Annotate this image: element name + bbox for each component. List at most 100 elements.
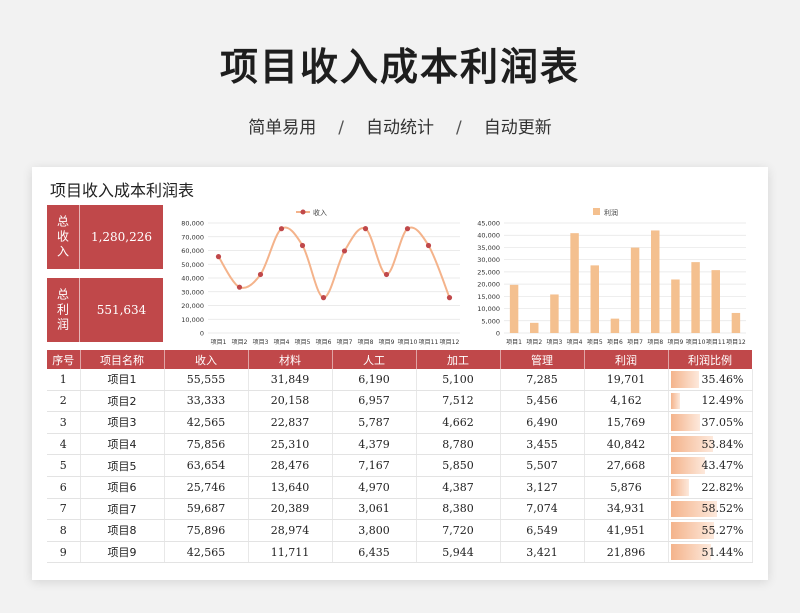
- cell-no: 9: [47, 541, 81, 564]
- legend-label: 利润: [604, 208, 618, 217]
- table-row: 4 项目4 75,856 25,310 4,379 8,780 3,455 40,842 53.…: [47, 433, 753, 456]
- y-tick-label: 60,000: [181, 247, 204, 255]
- cell-process: 5,944: [416, 541, 501, 564]
- tag-auto-update: 自动更新: [483, 118, 552, 138]
- chart-legend: 利润: [593, 208, 618, 217]
- cell-profit: 34,931: [584, 498, 669, 521]
- x-tick-label: 项目10: [398, 339, 418, 346]
- cell-profit: 5,876: [584, 476, 669, 499]
- cell-profit: 21,896: [584, 541, 669, 564]
- x-tick-label: 项目6: [316, 339, 332, 346]
- cell-process: 4,387: [416, 476, 501, 499]
- data-point: [299, 242, 306, 249]
- ratio-value: 51.44%: [701, 545, 744, 559]
- cell-process: 8,780: [416, 433, 501, 456]
- y-tick-label: 10,000: [477, 305, 500, 313]
- bar: [651, 230, 660, 333]
- legend-marker: [300, 209, 306, 215]
- cell-manage: 6,549: [500, 519, 585, 542]
- cell-profit: 40,842: [584, 433, 669, 456]
- x-tick-label: 项目8: [647, 339, 663, 346]
- table-row: 6 项目6 25,746 13,640 4,970 4,387 3,127 5,876 22.8…: [47, 476, 753, 499]
- x-tick-label: 项目3: [547, 339, 563, 346]
- table-row: 1 项目1 55,555 31,849 6,190 5,100 7,285 19,701 35.…: [47, 369, 753, 391]
- data-point: [215, 254, 222, 260]
- x-tick-label: 项目7: [337, 339, 353, 346]
- cell-process: 7,512: [416, 390, 501, 413]
- table-row: 3 项目3 42,565 22,837 5,787 4,662 6,490 15,769 37.…: [47, 411, 753, 434]
- ratio-value: 58.52%: [701, 502, 744, 516]
- cell-name: 项目3: [80, 411, 165, 434]
- data-point: [236, 284, 243, 290]
- ratio-bar: [670, 478, 689, 496]
- cell-labor: 3,061: [332, 498, 417, 521]
- cell-ratio: 55.27%: [668, 519, 753, 542]
- cell-manage: 7,285: [500, 369, 585, 391]
- cell-ratio: 51.44%: [668, 541, 753, 564]
- kpi-label: 总收入: [55, 214, 70, 260]
- cell-income: 75,856: [164, 433, 249, 456]
- y-tick-label: 5,000: [481, 317, 500, 325]
- cell-material: 20,158: [248, 390, 333, 413]
- ratio-bar: [670, 522, 715, 539]
- cell-no: 3: [47, 411, 81, 434]
- feature-tags: 简单易用 / 自动统计 / 自动更新: [0, 113, 800, 138]
- cell-profit: 15,769: [584, 411, 669, 434]
- cell-ratio: 12.49%: [668, 390, 753, 413]
- data-point: [404, 226, 411, 232]
- x-tick-label: 项目9: [668, 339, 684, 346]
- cell-profit: 41,951: [584, 519, 669, 542]
- x-tick-label: 项目2: [232, 339, 248, 346]
- x-tick-label: 项目10: [686, 339, 706, 346]
- y-tick-label: 0: [496, 330, 500, 338]
- x-tick-label: 项目2: [526, 339, 542, 346]
- cell-profit: 19,701: [584, 369, 669, 391]
- cell-income: 42,565: [164, 541, 249, 564]
- cell-manage: 5,456: [500, 390, 585, 413]
- kpi-total-profit: 总利润 551,634: [47, 278, 163, 342]
- data-point: [341, 248, 348, 254]
- table-row: 7 项目7 59,687 20,389 3,061 8,380 7,074 34,931 58.…: [47, 498, 753, 521]
- cell-no: 4: [47, 433, 81, 456]
- header-cell: 项目名称: [80, 350, 165, 369]
- tag-easy: 简单易用: [248, 118, 317, 138]
- table-row: 5 项目5 63,654 28,476 7,167 5,850 5,507 27,668 43.…: [47, 454, 753, 477]
- y-tick-label: 45,000: [477, 220, 500, 228]
- data-point: [278, 226, 285, 232]
- cell-name: 项目4: [80, 433, 165, 456]
- header-cell: 利润: [584, 350, 669, 369]
- cell-income: 33,333: [164, 390, 249, 413]
- y-tick-label: 20,000: [477, 281, 500, 289]
- data-point: [425, 242, 432, 249]
- cell-name: 项目5: [80, 454, 165, 477]
- ratio-value: 37.05%: [701, 415, 744, 429]
- cell-labor: 4,379: [332, 433, 417, 456]
- x-tick-label: 项目1: [211, 339, 227, 346]
- ratio-value: 53.84%: [701, 437, 744, 451]
- x-tick-label: 项目5: [587, 339, 603, 346]
- bar: [610, 318, 620, 333]
- bar: [711, 270, 720, 333]
- cell-ratio: 58.52%: [668, 498, 753, 521]
- cell-ratio: 35.46%: [668, 369, 753, 391]
- cell-material: 28,974: [248, 519, 333, 542]
- bar: [550, 294, 559, 333]
- cell-name: 项目7: [80, 498, 165, 521]
- cell-material: 31,849: [248, 369, 333, 391]
- cell-process: 5,100: [416, 369, 501, 391]
- cell-name: 项目2: [80, 390, 165, 413]
- cell-material: 11,711: [248, 541, 333, 564]
- y-tick-label: 20,000: [181, 302, 204, 310]
- bar: [590, 265, 599, 333]
- ratio-bar: [670, 435, 713, 453]
- x-tick-label: 项目11: [706, 339, 726, 346]
- ratio-bar: [670, 392, 681, 410]
- ratio-value: 35.46%: [701, 372, 744, 386]
- cell-ratio: 37.05%: [668, 411, 753, 434]
- cell-material: 28,476: [248, 454, 333, 477]
- sheet-title: 项目收入成本利润表: [50, 181, 195, 200]
- cell-manage: 7,074: [500, 498, 585, 521]
- cell-income: 42,565: [164, 411, 249, 434]
- table-row: 8 项目8 75,896 28,974 3,800 7,720 6,549 41,951 55.…: [47, 519, 753, 542]
- cell-material: 22,837: [248, 411, 333, 434]
